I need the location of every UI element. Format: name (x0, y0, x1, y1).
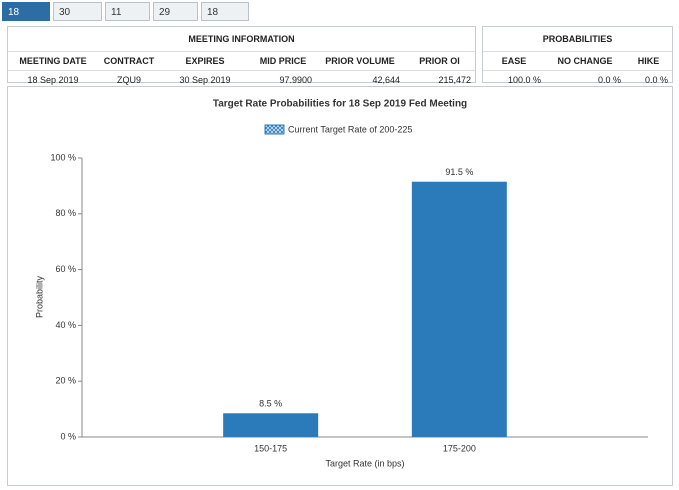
y-axis-label: Probability (34, 275, 44, 318)
prob-panel: PROBABILITIES EASE NO CHANGE HIKE 100.0 % 0.0… (482, 26, 673, 90)
y-tick-label: 0 % (60, 431, 76, 441)
meeting-panel: MEETING INFORMATION MEETING DATE CONTRACT E… (7, 26, 476, 90)
column-header: EXPIRES (160, 51, 250, 71)
column-header: EASE (483, 51, 545, 71)
column-header: PRIOR OI (404, 51, 476, 71)
bar (411, 181, 507, 437)
data-row: 18 Sep 2019 ZQU9 30 Sep 2019 97.9900 42,644 2… (8, 70, 476, 90)
column-header: CONTRACT (98, 51, 160, 71)
y-tick-label: 40 % (55, 320, 76, 330)
bar (223, 413, 319, 437)
column-header: NO CHANGE (545, 51, 625, 71)
table-title: PROBABILITIES (483, 27, 673, 52)
y-tick-label: 20 % (55, 376, 76, 386)
title-row: PROBABILITIES (483, 27, 673, 52)
meeting-table: MEETING INFORMATION MEETING DATE CONTRACT E… (8, 27, 476, 90)
y-tick-label: 80 % (55, 208, 76, 218)
column-header: PRIOR VOLUME (316, 51, 404, 71)
header-row: MEETING DATE CONTRACT EXPIRES MID PRICE PRIO… (8, 51, 476, 71)
legend-swatch (264, 124, 285, 135)
y-tick-label: 60 % (55, 264, 76, 274)
title-row: MEETING INFORMATION (8, 27, 476, 52)
prob-table: PROBABILITIES EASE NO CHANGE HIKE 100.0 % 0.0… (483, 27, 673, 90)
table-title: MEETING INFORMATION (8, 27, 476, 52)
chart-title: Target Rate Probabilities for 18 Sep 201… (213, 99, 467, 110)
column-header: HIKE (625, 51, 673, 71)
y-tick-label: 100 % (50, 152, 76, 162)
value-label: 8.5 % (259, 399, 282, 409)
value-label: 91.5 % (445, 167, 473, 177)
column-header: MID PRICE (250, 51, 316, 71)
x-tick-label: 150-175 (254, 443, 287, 453)
header-row: EASE NO CHANGE HIKE (483, 51, 673, 71)
chart-panel (7, 86, 673, 486)
x-axis-label: Target Rate (in bps) (325, 458, 404, 468)
legend-label: Current Target Rate of 200-225 (288, 124, 412, 134)
data-row: 100.0 % 0.0 % 0.0 % (483, 70, 673, 90)
x-tick-label: 175-200 (443, 443, 476, 453)
column-header: MEETING DATE (8, 51, 98, 71)
